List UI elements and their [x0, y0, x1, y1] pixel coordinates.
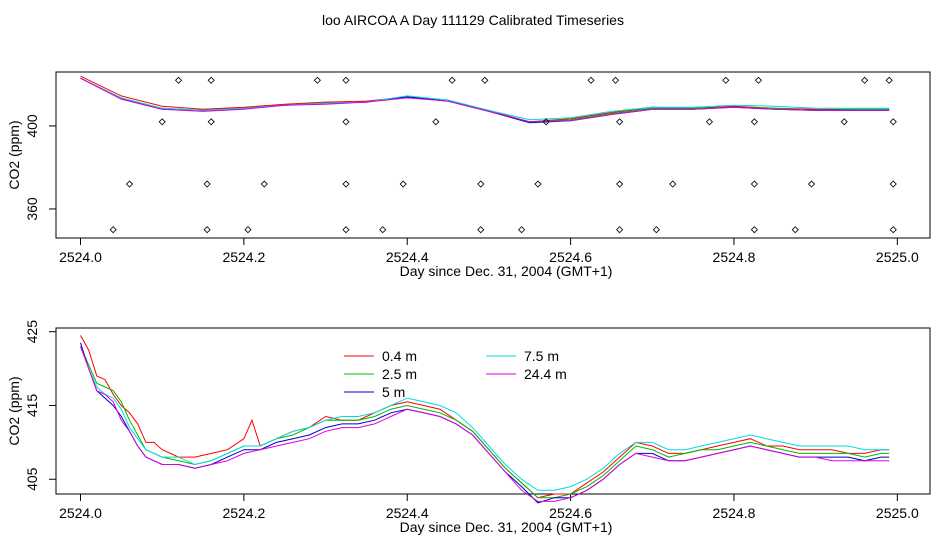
- x-tick-label: 2524.0: [59, 505, 102, 521]
- data-point: [207, 118, 215, 126]
- data-point: [203, 226, 211, 234]
- data-point: [542, 118, 550, 126]
- data-point: [518, 226, 526, 234]
- series-line-1: [80, 346, 890, 499]
- y-axis-label: CO2 (ppm): [6, 120, 22, 189]
- data-point: [534, 180, 542, 188]
- x-tick-label: 2524.4: [386, 249, 429, 265]
- data-point: [861, 76, 869, 84]
- series-line-1: [80, 77, 890, 123]
- x-tick-label: 2524.6: [549, 249, 592, 265]
- legend-label-2: 5 m: [382, 384, 405, 400]
- x-tick-label: 2524.8: [713, 505, 756, 521]
- series-line-4: [80, 346, 890, 502]
- plot-frame: [55, 327, 931, 495]
- data-point: [125, 180, 134, 188]
- y-tick-label: 425: [24, 320, 40, 344]
- data-point: [203, 180, 211, 188]
- data-point: [705, 118, 714, 126]
- data-point: [481, 76, 489, 84]
- series-line-3: [80, 77, 890, 121]
- series-line-2: [80, 77, 890, 124]
- data-point: [158, 118, 166, 126]
- data-point: [174, 76, 183, 84]
- data-point: [109, 226, 117, 234]
- series-line-3: [80, 346, 890, 491]
- data-point: [616, 226, 624, 234]
- plot-frame: [55, 71, 931, 239]
- data-point: [207, 76, 215, 84]
- series-line-4: [80, 77, 890, 123]
- y-tick-label: 415: [24, 394, 40, 418]
- data-point: [448, 76, 456, 84]
- data-point: [342, 180, 350, 188]
- data-point: [791, 226, 799, 234]
- data-point: [399, 180, 407, 188]
- series-line-0: [80, 335, 890, 499]
- y-tick-label: 360: [24, 197, 40, 221]
- data-point: [244, 226, 252, 234]
- data-point: [477, 226, 485, 234]
- data-point: [889, 226, 897, 234]
- x-tick-label: 2524.2: [222, 249, 265, 265]
- legend-label-4: 24.4 m: [524, 366, 567, 382]
- x-axis-label: Day since Dec. 31, 2004 (GMT+1): [400, 263, 613, 279]
- data-point: [722, 76, 730, 84]
- x-tick-label: 2524.2: [222, 505, 265, 521]
- data-point: [616, 118, 624, 126]
- data-point: [379, 226, 387, 234]
- series-line-2: [80, 342, 890, 504]
- data-point: [342, 226, 350, 234]
- y-axis-label: CO2 (ppm): [6, 376, 22, 445]
- x-tick-label: 2524.4: [386, 505, 429, 521]
- data-point: [342, 76, 350, 84]
- lower-panel: 2524.0 2524.2 2524.4 2524.6 2524.8 2525.0 405 4…: [6, 320, 931, 535]
- x-axis-label: Day since Dec. 31, 2004 (GMT+1): [400, 519, 613, 535]
- data-point: [840, 118, 848, 126]
- data-point: [260, 180, 268, 188]
- data-point: [885, 76, 893, 84]
- data-point: [750, 226, 758, 234]
- y-tick-label: 405: [24, 467, 40, 491]
- data-point: [889, 180, 897, 188]
- data-point: [587, 76, 595, 84]
- data-point: [432, 118, 440, 126]
- data-point: [750, 118, 758, 126]
- data-point: [313, 76, 321, 84]
- data-point: [342, 118, 350, 126]
- x-tick-label: 2524.0: [59, 249, 102, 265]
- data-point: [889, 118, 897, 126]
- data-point: [611, 76, 620, 84]
- data-point: [652, 226, 660, 234]
- data-point: [750, 180, 758, 188]
- data-point: [669, 180, 677, 188]
- data-point: [616, 180, 624, 188]
- x-tick-label: 2525.0: [876, 505, 919, 521]
- upper-panel: 2524.0 2524.2 2524.4 2524.6 2524.8 2525.0 360 4…: [6, 71, 931, 279]
- legend-label-0: 0.4 m: [382, 348, 417, 364]
- data-point: [477, 180, 485, 188]
- figure-title: loo AIRCOA A Day 111129 Calibrated Times…: [322, 12, 624, 28]
- y-tick-label: 400: [24, 114, 40, 138]
- x-tick-label: 2524.8: [713, 249, 756, 265]
- data-point: [754, 76, 763, 84]
- legend-label-3: 7.5 m: [524, 348, 559, 364]
- x-tick-label: 2525.0: [876, 249, 919, 265]
- data-point: [807, 180, 816, 188]
- legend-label-1: 2.5 m: [382, 366, 417, 382]
- x-tick-label: 2524.6: [549, 505, 592, 521]
